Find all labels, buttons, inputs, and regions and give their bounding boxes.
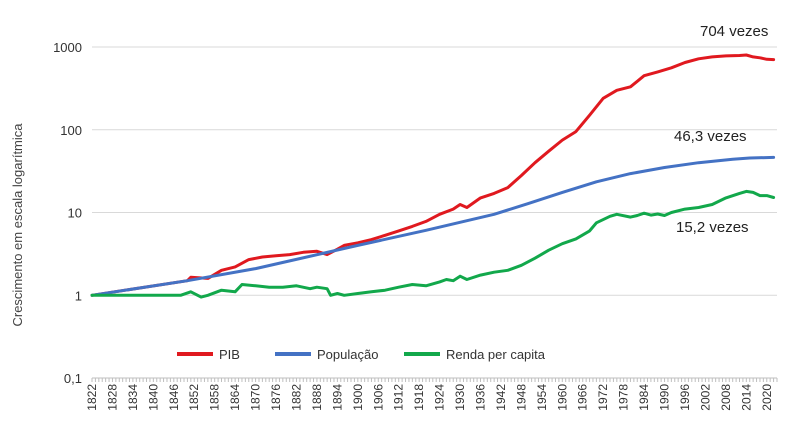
x-tick-label: 1930 — [453, 384, 467, 411]
x-axis: 1822 1828 1834 1840 1846 1852 1858 1864 1870 1876… — [85, 377, 778, 411]
y-axis: 0,1 1 10 100 1000 — [53, 40, 82, 386]
x-tick-label: 1870 — [249, 384, 263, 411]
x-tick-label: 1978 — [617, 384, 631, 411]
annotation-pib: 704 vezes — [700, 23, 768, 40]
x-tick-label: 1912 — [392, 384, 406, 411]
y-tick-label: 10 — [68, 206, 82, 221]
y-tick-label: 0,1 — [64, 371, 82, 386]
x-tick-label: 2002 — [698, 384, 712, 411]
x-tick-label: 1834 — [126, 384, 140, 411]
x-tick-label: 1996 — [678, 384, 692, 411]
x-tick-label: 1948 — [514, 384, 528, 411]
x-tick-label: 1888 — [310, 384, 324, 411]
x-tick-label: 1852 — [187, 384, 201, 411]
annotation-pop: 46,3 vezes — [674, 128, 747, 145]
x-tick-label: 1906 — [371, 384, 385, 411]
annotations: 704 vezes 46,3 vezes 15,2 vezes — [674, 23, 768, 236]
series-line-pib — [90, 53, 776, 297]
x-tick-label: 1972 — [596, 384, 610, 411]
x-tick-label: 1858 — [208, 384, 222, 411]
y-tick-label: 1000 — [53, 40, 82, 55]
y-axis-label: Crescimento em escala logarítmica — [10, 123, 25, 327]
x-tick-label: 1960 — [555, 384, 569, 411]
x-tick-label: 1876 — [269, 384, 283, 411]
x-tick-label: 2008 — [719, 384, 733, 411]
legend-label: População — [317, 347, 378, 362]
x-tick-label: 2020 — [760, 384, 774, 411]
x-tick-label: 1840 — [146, 384, 160, 411]
y-tick-label: 1 — [75, 288, 82, 303]
x-tick-label: 1966 — [576, 384, 590, 411]
x-tick-label: 1864 — [228, 384, 242, 411]
x-tick-label: 1990 — [658, 384, 672, 411]
series-line-renda-per-capita — [90, 189, 776, 299]
series-line-popula-o — [90, 155, 776, 297]
y-tick-label: 100 — [60, 123, 82, 138]
x-tick-label: 2014 — [739, 384, 753, 411]
series-lines — [90, 53, 776, 299]
legend-label: PIB — [219, 347, 240, 362]
x-tick-label: 1984 — [637, 384, 651, 411]
x-tick-label: 1918 — [412, 384, 426, 411]
x-tick-label: 1942 — [494, 384, 508, 411]
x-tick-label: 1894 — [330, 384, 344, 411]
x-tick-label: 1828 — [105, 384, 119, 411]
x-tick-label: 1954 — [535, 384, 549, 411]
x-tick-label: 1900 — [351, 384, 365, 411]
x-tick-label: 1846 — [167, 384, 181, 411]
x-tick-label: 1924 — [433, 384, 447, 411]
annotation-renda: 15,2 vezes — [676, 219, 749, 236]
legend-label: Renda per capita — [446, 347, 546, 362]
x-tick-label: 1882 — [289, 384, 303, 411]
legend: PIB População Renda per capita — [177, 347, 546, 362]
x-tick-label: 1936 — [474, 384, 488, 411]
x-tick-label: 1822 — [85, 384, 99, 411]
